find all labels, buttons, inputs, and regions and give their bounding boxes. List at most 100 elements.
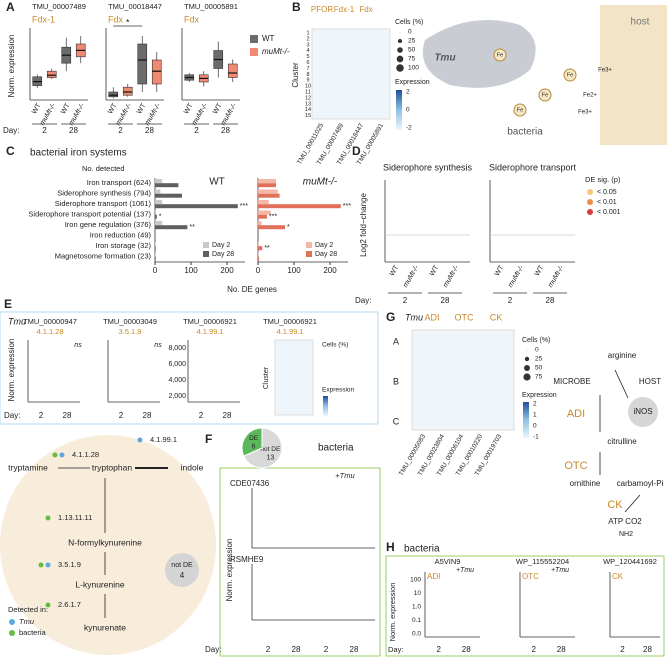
bar [155, 256, 156, 261]
colorbar [323, 396, 328, 416]
diagram-label: bacteria [507, 127, 543, 138]
x-tick-label: WT [429, 264, 441, 278]
day-value: 28 [350, 645, 359, 654]
day-value: 28 [441, 296, 450, 305]
dotplot-frame [411, 329, 515, 431]
diagram-label: Fe [542, 92, 548, 98]
cluster-label: 11 [305, 89, 311, 95]
cluster-label: 14 [305, 107, 311, 113]
legend-title: Cells (%) [522, 337, 550, 344]
significance: ns [154, 342, 162, 349]
treatment: +Tmu [551, 567, 569, 574]
bar [258, 193, 280, 198]
x-tick-label: WT [494, 264, 506, 278]
detected-dot [59, 452, 65, 458]
size-key [396, 64, 404, 72]
size-key [397, 47, 403, 53]
legend-label: Tmu [19, 617, 35, 626]
significance: ns [74, 342, 82, 349]
size-key [526, 349, 528, 351]
diagram-label: Fe2+ [583, 93, 597, 99]
enzyme: ADI [567, 408, 585, 420]
size-key [524, 356, 530, 362]
diagram-label: Tmu [434, 53, 455, 64]
x-tick-label: WT [534, 264, 546, 278]
enzyme: ADI [427, 572, 440, 581]
bar [258, 256, 260, 261]
cluster-label: 9 [306, 78, 309, 84]
x-tick-label: 200 [220, 266, 234, 275]
pie-label: not DE [260, 446, 281, 453]
iron-icon [493, 48, 507, 62]
enzyme: 4.1.99.1 [150, 435, 177, 444]
x-tick-label: muMt-/- [547, 264, 565, 289]
cluster-label: 4 [306, 48, 309, 54]
legend-label: Day 2 [212, 242, 230, 249]
chart-title: WP_115552204 [516, 557, 569, 566]
chart-title: Siderophore synthesis [383, 162, 473, 172]
enzyme: OTC [522, 572, 539, 581]
ec-number: 3.5.1.9 [119, 327, 142, 336]
day-value: 28 [292, 645, 301, 654]
legend-label: bacteria [19, 628, 47, 637]
legend-dot [9, 630, 15, 636]
x-tick-label: WT [107, 102, 119, 116]
day-label: Day: [355, 296, 371, 305]
column-header: Fdx [359, 5, 372, 14]
bar [155, 214, 157, 219]
detected-dot [45, 515, 51, 521]
pie [165, 553, 199, 587]
pie-slice [241, 427, 263, 457]
size-tick: 25 [535, 356, 543, 363]
legend-label: Day 2 [315, 242, 333, 249]
day-value: 28 [63, 411, 72, 420]
legend-label: < 0.001 [597, 209, 621, 216]
color-tick: 0 [406, 107, 410, 114]
x-tick-label: muMt-/- [507, 264, 525, 289]
diagram-label: arginine [608, 351, 637, 360]
x-tick-label: 100 [184, 266, 198, 275]
inhibition [614, 369, 629, 399]
x-tick-label: WT [60, 102, 72, 116]
chart-title: A5VIN9 [435, 557, 461, 566]
day-label: Day: [205, 645, 221, 654]
chart-title: muMt-/- [303, 177, 338, 188]
metabolite: kynurenate [84, 622, 126, 632]
cluster-label: 6 [306, 60, 309, 66]
legend-dot [587, 209, 593, 215]
panel-letter: B [292, 0, 301, 14]
x-tick-label: muMt-/- [402, 264, 420, 289]
pie-slice [243, 427, 283, 469]
arrow [624, 494, 641, 513]
category-label: Magnetosome formation (23) [55, 252, 152, 261]
enzyme: 2.6.1.7 [58, 600, 81, 609]
category-label: Iron gene regulation (376) [65, 220, 152, 229]
day-value: 2 [532, 645, 537, 654]
day-value: 2 [118, 126, 123, 135]
ec-number: 4.1.99.1 [196, 327, 223, 336]
y-tick-label: 0.1 [412, 617, 421, 624]
diagram-label: Fe3+ [598, 68, 612, 74]
legend-swatch [306, 242, 312, 248]
bar [155, 246, 156, 251]
gene-label: CDE07436 [230, 479, 270, 488]
bar [155, 200, 163, 204]
pie-label: DE [249, 435, 259, 442]
cluster-label: 5 [306, 54, 309, 60]
legend-label: WT [262, 34, 275, 43]
y-axis-label: Norm. expression [388, 583, 397, 642]
legend-label: Day 28 [315, 251, 337, 258]
metabolite: N-formylkynurenine [68, 537, 142, 547]
panel-title: bacteria [404, 544, 440, 555]
diagram-label: Fe [497, 52, 503, 58]
panel-f-frame [219, 467, 381, 657]
day-value: 28 [143, 411, 152, 420]
diagram-label: Fe [567, 72, 573, 78]
enzyme: 4.1.1.28 [72, 450, 99, 459]
organism: Tmu [8, 316, 26, 326]
diagram-label: ornithine [570, 479, 601, 488]
colorbar [523, 402, 529, 438]
y-axis-label: Cluster [263, 366, 270, 389]
day-value: 2 [199, 411, 204, 420]
y-tick-label: 100 [410, 577, 421, 584]
